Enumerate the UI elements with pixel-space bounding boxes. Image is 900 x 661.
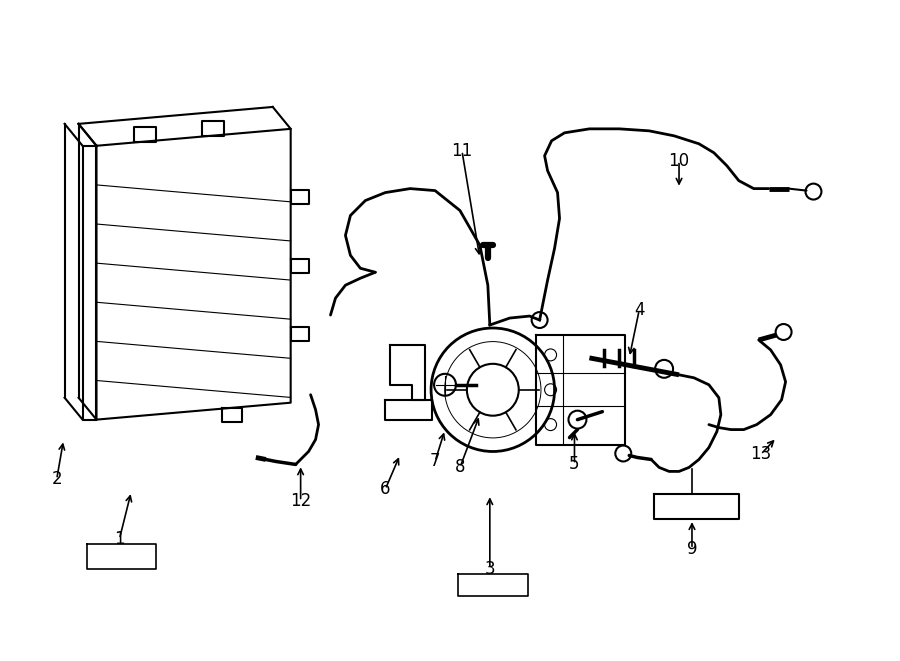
Text: 4: 4 [634, 301, 644, 319]
Text: 6: 6 [380, 481, 391, 498]
Text: 5: 5 [569, 455, 580, 473]
Circle shape [806, 184, 822, 200]
Text: 7: 7 [430, 452, 440, 471]
Text: 3: 3 [484, 560, 495, 578]
Text: 2: 2 [51, 471, 62, 488]
Text: 8: 8 [454, 459, 465, 477]
Text: 10: 10 [669, 152, 689, 170]
Text: 12: 12 [290, 492, 311, 510]
Text: 1: 1 [114, 530, 125, 548]
Text: 13: 13 [750, 446, 771, 463]
Text: 11: 11 [451, 141, 472, 160]
Circle shape [616, 446, 631, 461]
Circle shape [776, 324, 792, 340]
Text: 9: 9 [687, 540, 698, 558]
